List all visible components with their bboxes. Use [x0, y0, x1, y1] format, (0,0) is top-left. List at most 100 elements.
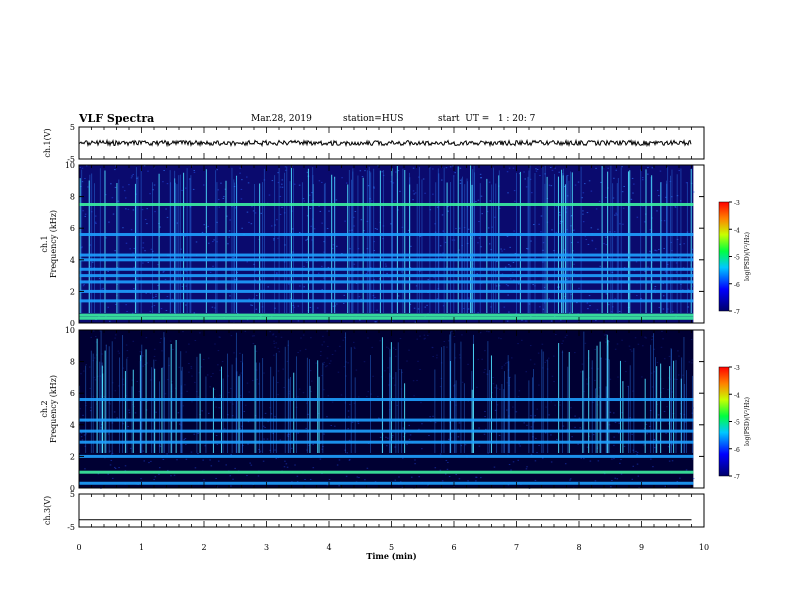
noise-pixel — [668, 355, 671, 357]
noise-pixel — [453, 335, 456, 337]
noise-pixel — [197, 432, 199, 434]
x-tick-label: 0 — [76, 543, 81, 552]
noise-pixel — [566, 278, 568, 280]
noise-pixel — [321, 289, 323, 291]
noise-pixel — [558, 401, 561, 403]
noise-pixel — [217, 199, 220, 201]
noise-pixel — [327, 395, 330, 397]
noise-pixel — [582, 221, 585, 223]
noise-pixel — [218, 206, 221, 208]
colorbar-tick-label: -5 — [734, 255, 740, 262]
noise-pixel — [367, 185, 370, 187]
noise-pixel — [566, 175, 569, 177]
noise-pixel — [243, 410, 246, 412]
noise-pixel — [687, 288, 690, 290]
noise-pixel — [148, 462, 150, 464]
noise-pixel — [496, 404, 499, 406]
noise-pixel — [406, 360, 408, 362]
noise-pixel — [401, 371, 403, 373]
noise-pixel — [225, 288, 228, 290]
noise-pixel — [436, 206, 439, 208]
colorbar — [718, 366, 730, 477]
noise-pixel — [142, 355, 144, 357]
noise-pixel — [526, 466, 528, 468]
noise-pixel — [668, 460, 671, 462]
noise-pixel — [201, 231, 204, 233]
noise-pixel — [477, 199, 480, 201]
noise-pixel — [636, 453, 638, 455]
noise-pixel — [250, 223, 253, 225]
noise-pixel — [129, 447, 132, 449]
noise-pixel — [315, 362, 317, 364]
noise-pixel — [361, 176, 364, 178]
noise-pixel — [348, 459, 351, 461]
noise-pixel — [332, 244, 335, 246]
noise-pixel — [132, 209, 135, 211]
noise-pixel — [162, 458, 165, 460]
noise-pixel — [585, 238, 588, 240]
noise-pixel — [530, 426, 533, 428]
colorbar-tick-label: -3 — [734, 200, 740, 207]
noise-pixel — [448, 475, 451, 477]
noise-pixel — [579, 427, 582, 429]
noise-pixel — [230, 387, 232, 389]
noise-pixel — [284, 169, 287, 171]
noise-pixel — [671, 460, 674, 462]
noise-pixel — [203, 184, 205, 186]
noise-pixel — [429, 416, 431, 418]
noise-pixel — [186, 390, 188, 392]
noise-pixel — [112, 213, 115, 215]
noise-pixel — [643, 444, 645, 446]
noise-pixel — [495, 285, 498, 287]
noise-pixel — [671, 391, 674, 393]
noise-pixel — [477, 358, 480, 360]
noise-pixel — [191, 375, 193, 377]
noise-pixel — [140, 478, 142, 480]
noise-pixel — [670, 241, 673, 243]
noise-pixel — [351, 421, 354, 423]
noise-pixel — [553, 316, 556, 318]
noise-pixel — [396, 404, 398, 406]
noise-pixel — [675, 262, 678, 264]
noise-pixel — [631, 478, 634, 480]
noise-pixel — [517, 396, 520, 398]
noise-pixel — [319, 458, 322, 460]
noise-pixel — [677, 350, 679, 352]
noise-pixel — [610, 486, 612, 488]
frequency-band — [79, 289, 694, 293]
noise-pixel — [165, 309, 168, 311]
noise-pixel — [184, 384, 186, 386]
noise-pixel — [334, 425, 336, 427]
noise-pixel — [594, 348, 596, 350]
noise-pixel — [259, 450, 262, 452]
noise-pixel — [653, 438, 655, 440]
noise-pixel — [215, 406, 217, 408]
noise-pixel — [130, 229, 133, 231]
noise-pixel — [391, 435, 394, 437]
frequency-band — [79, 299, 694, 303]
noise-pixel — [524, 178, 526, 180]
noise-pixel — [302, 392, 305, 394]
noise-pixel — [486, 211, 489, 213]
noise-pixel — [478, 221, 480, 223]
noise-pixel — [662, 388, 665, 390]
noise-pixel — [605, 334, 608, 336]
spectrogram-background — [79, 165, 694, 323]
noise-pixel — [124, 197, 127, 199]
noise-pixel — [118, 352, 121, 354]
noise-pixel — [398, 476, 400, 478]
noise-pixel — [266, 438, 269, 440]
colorbar-tick-label: -3 — [734, 365, 740, 372]
noise-pixel — [287, 283, 290, 285]
noise-pixel — [217, 350, 220, 352]
y-tick-label: 2 — [70, 452, 75, 461]
noise-pixel — [146, 362, 148, 364]
noise-pixel — [394, 479, 397, 481]
noise-pixel — [101, 353, 103, 355]
noise-pixel — [654, 447, 656, 449]
noise-pixel — [455, 474, 457, 476]
noise-pixel — [194, 467, 197, 469]
noise-pixel — [412, 199, 414, 201]
noise-pixel — [500, 248, 502, 250]
noise-pixel — [246, 475, 248, 477]
